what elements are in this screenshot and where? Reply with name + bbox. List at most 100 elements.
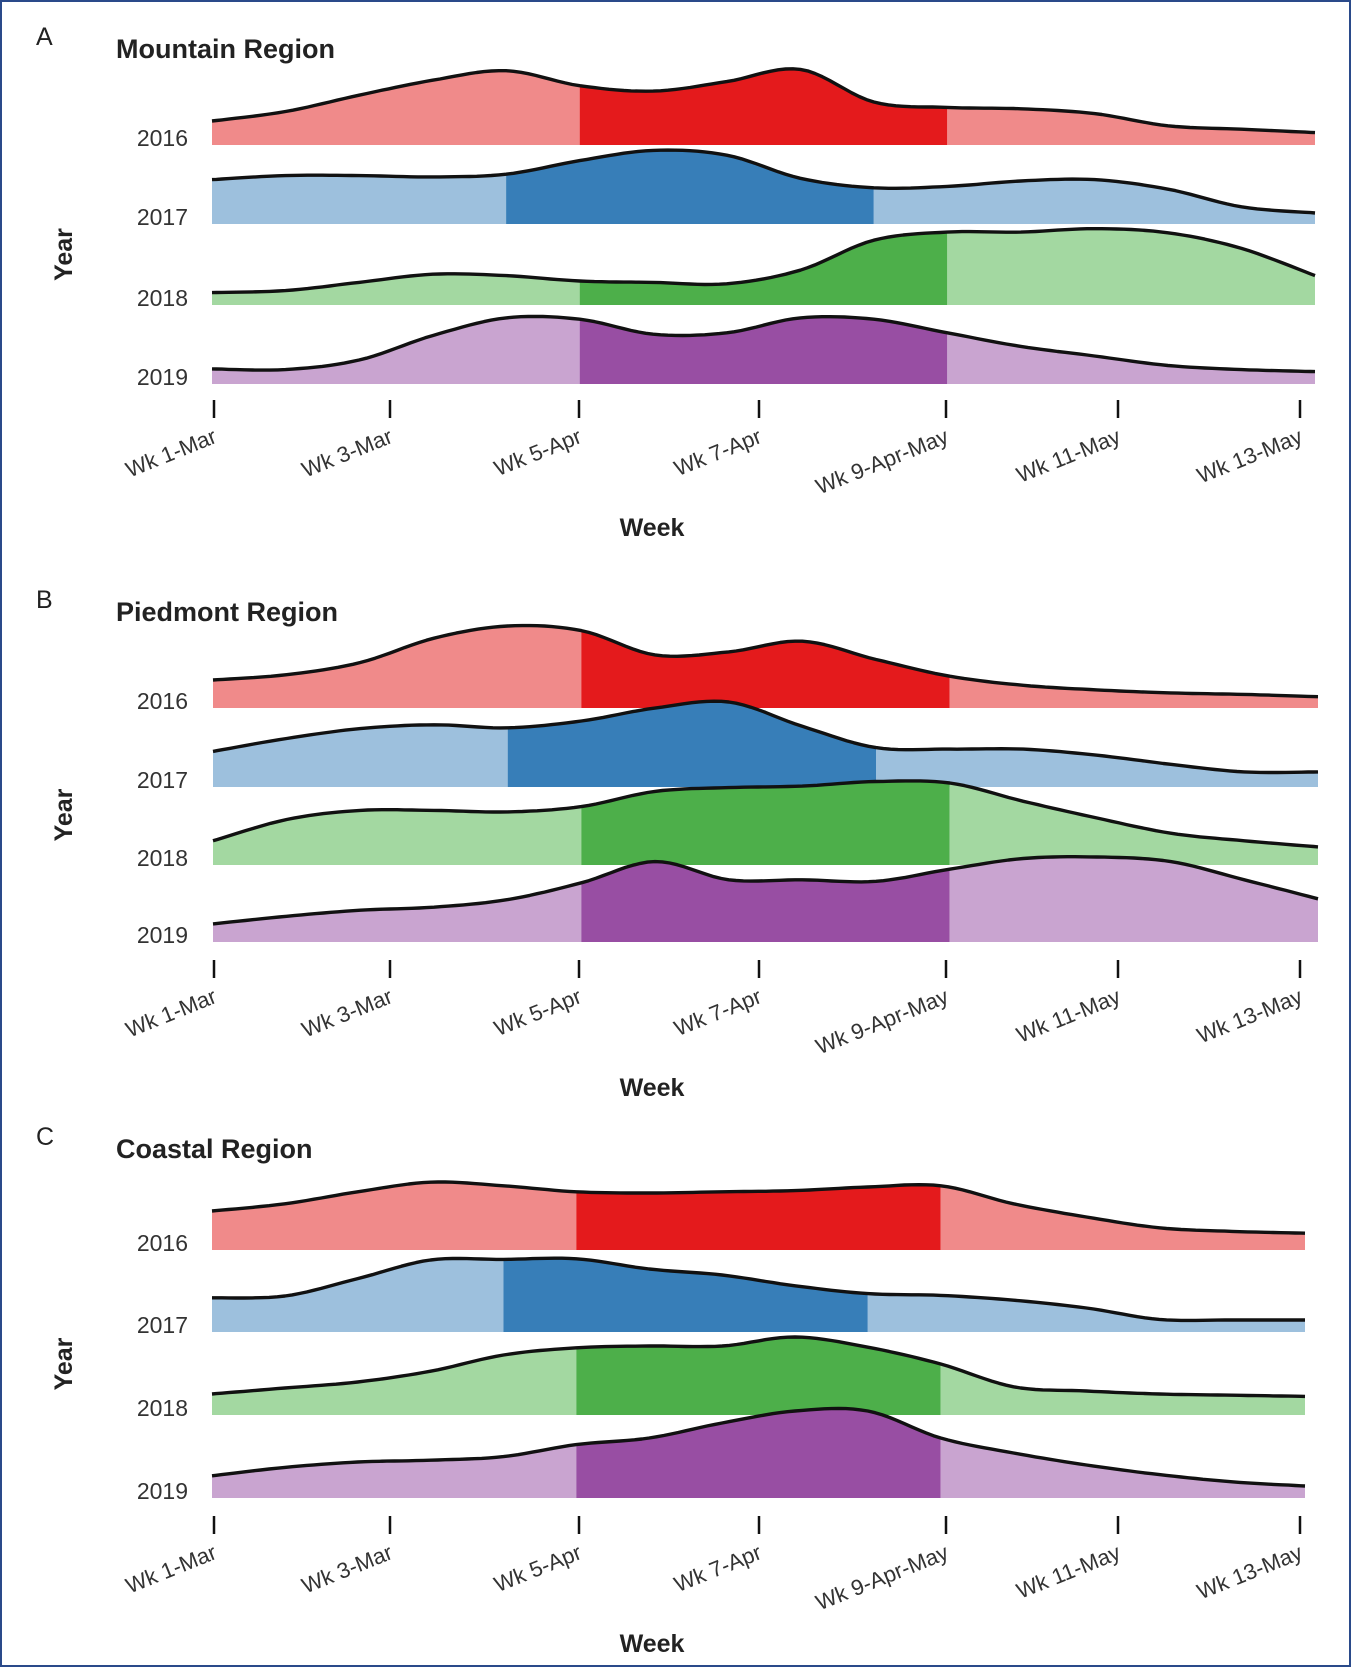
ridge-area-after: [947, 107, 1315, 145]
ridge-area-highlight: [576, 1184, 941, 1250]
x-tick-label: Wk 9-Apr-May: [812, 983, 952, 1059]
ridge-area-highlight: [503, 1258, 868, 1332]
ridge-outline: [212, 779, 1319, 849]
ridge-2016: 2016: [137, 67, 1316, 151]
x-tick-label: Wk 1-Mar: [122, 983, 220, 1042]
ridge-area-before: [213, 724, 508, 787]
ridge-area-before: [213, 882, 582, 942]
panel-letter: B: [36, 586, 53, 614]
ridge-area-highlight: [579, 232, 948, 305]
panel-title: Coastal Region: [116, 1134, 313, 1164]
panel-title: Mountain Region: [116, 34, 335, 64]
ridge-2016: 2016: [137, 1180, 1306, 1256]
ridge-2019: 2019: [137, 1406, 1306, 1504]
year-label: 2019: [137, 364, 188, 390]
x-axis-title: Week: [620, 1630, 685, 1658]
ridge-area-before: [213, 625, 582, 708]
ridge-area-highlight: [579, 68, 948, 145]
ridge-area-after: [949, 783, 1318, 865]
y-axis-title: Year: [50, 228, 78, 281]
x-tick-label: Wk 11-May: [1013, 1539, 1124, 1603]
ridge-2017: 2017: [137, 1256, 1305, 1338]
ridge-outline: [212, 699, 1319, 775]
year-label: 2017: [137, 767, 188, 793]
panel-b: B Piedmont Region Year 2016 2017 2018 2019 Wk 1…: [36, 586, 1319, 1102]
ridge-area-before: [212, 70, 580, 145]
x-tick-label: Wk 7-Apr: [670, 423, 764, 481]
x-tick-label: Wk 11-May: [1013, 983, 1124, 1047]
x-tick-label: Wk 1-Mar: [122, 423, 220, 482]
ridge-area-after: [949, 856, 1318, 942]
y-axis-title: Year: [50, 1337, 78, 1390]
ridge-area-highlight: [581, 780, 950, 865]
x-tick-label: Wk 5-Apr: [490, 1539, 584, 1597]
ridge-area-before: [212, 174, 507, 224]
x-axis-title: Week: [620, 514, 685, 542]
panel-c: C Coastal Region Year 2016 2017 2018 2019 Wk 1-…: [36, 1123, 1306, 1658]
x-tick-label: Wk 13-May: [1193, 423, 1306, 488]
x-axis: Wk 1-Mar Wk 3-Mar Wk 5-Apr Wk 7-Apr Wk 9-Apr…: [122, 400, 1306, 499]
year-label: 2018: [137, 285, 188, 311]
x-tick-label: Wk 7-Apr: [670, 983, 764, 1041]
ridge-area-after: [873, 179, 1315, 224]
ridge-area-after: [947, 228, 1315, 305]
ridge-area-highlight: [581, 630, 950, 708]
ridge-area-before: [212, 316, 580, 384]
ridge-area-highlight: [576, 1337, 941, 1415]
year-label: 2016: [137, 125, 188, 151]
ridge-area-highlight: [581, 861, 950, 942]
ridge-outline: [212, 623, 1319, 699]
x-axis: Wk 1-Mar Wk 3-Mar Wk 5-Apr Wk 7-Apr Wk 9-Apr…: [122, 1516, 1306, 1615]
ridge-outline: [211, 1406, 1306, 1488]
x-tick-label: Wk 13-May: [1193, 983, 1306, 1048]
ridge-2019: 2019: [137, 314, 1316, 390]
ridge-outline: [211, 314, 1316, 374]
year-label: 2019: [137, 1478, 188, 1504]
panel-letter: C: [36, 1123, 54, 1151]
y-axis-title: Year: [50, 788, 78, 841]
x-tick-label: Wk 5-Apr: [490, 983, 584, 1041]
panel-title: Piedmont Region: [116, 597, 338, 627]
ridge-outline: [212, 855, 1319, 926]
ridge-area-before: [212, 1444, 577, 1498]
x-axis: Wk 1-Mar Wk 3-Mar Wk 5-Apr Wk 7-Apr Wk 9-Apr…: [122, 960, 1306, 1059]
ridge-outline: [211, 227, 1316, 295]
ridge-2017: 2017: [137, 148, 1316, 230]
year-label: 2017: [137, 204, 188, 230]
ridge-outline: [211, 1335, 1306, 1399]
ridge-area-before: [212, 1258, 504, 1332]
ridge-2019: 2019: [137, 855, 1319, 948]
x-tick-label: Wk 7-Apr: [670, 1539, 764, 1597]
year-label: 2016: [137, 688, 188, 714]
x-tick-label: Wk 1-Mar: [122, 1539, 220, 1598]
ridge-outline: [211, 148, 1316, 215]
ridge-area-after: [940, 1185, 1305, 1250]
ridge-outline: [211, 1180, 1306, 1235]
year-label: 2019: [137, 922, 188, 948]
ridge-area-after: [867, 1293, 1305, 1332]
panel-a: A Mountain Region Year 2016 2017 2018 2019 Wk 1…: [36, 23, 1316, 542]
ridge-area-before: [212, 1182, 577, 1250]
ridge-2018: 2018: [137, 779, 1319, 871]
ridge-2016: 2016: [137, 623, 1319, 714]
ridge-area-after: [876, 747, 1318, 787]
x-tick-label: Wk 9-Apr-May: [812, 1539, 952, 1615]
ridge-2017: 2017: [137, 699, 1319, 793]
x-tick-label: Wk 11-May: [1013, 423, 1124, 487]
ridge-area-before: [212, 273, 580, 305]
ridge-area-before: [212, 1347, 577, 1415]
x-axis-title: Week: [620, 1074, 685, 1102]
ridge-area-after: [940, 1364, 1305, 1415]
x-tick-label: Wk 3-Mar: [298, 1539, 396, 1598]
year-label: 2017: [137, 1312, 188, 1338]
x-tick-label: Wk 3-Mar: [298, 983, 396, 1042]
year-label: 2016: [137, 1230, 188, 1256]
ridge-2018: 2018: [137, 1335, 1306, 1421]
year-label: 2018: [137, 845, 188, 871]
ridge-area-after: [947, 332, 1315, 384]
ridge-area-highlight: [507, 701, 876, 787]
ridge-outline: [212, 1256, 1305, 1323]
year-label: 2018: [137, 1395, 188, 1421]
